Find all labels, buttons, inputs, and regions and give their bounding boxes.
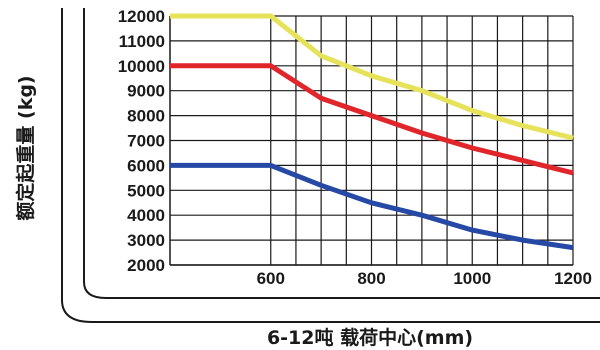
y-axis-label: 额定起重量 (kg) bbox=[14, 75, 37, 220]
chart-frame bbox=[61, 8, 600, 323]
frame-inner-line bbox=[83, 8, 600, 299]
y-tick-label: 4000 bbox=[127, 206, 165, 225]
y-tick-label: 9000 bbox=[127, 82, 165, 101]
y-tick-label: 7000 bbox=[127, 132, 165, 151]
series-group bbox=[170, 13, 574, 251]
y-tick-label: 10000 bbox=[118, 57, 165, 76]
grid bbox=[169, 15, 574, 266]
x-tick-label: 800 bbox=[357, 269, 385, 288]
x-tick-label: 1000 bbox=[453, 269, 491, 288]
x-tick-label: 600 bbox=[257, 269, 285, 288]
y-tick-label: 2000 bbox=[127, 256, 165, 275]
series-line-0 bbox=[170, 13, 574, 141]
x-axis-label: 6-12吨 载荷中心(mm) bbox=[267, 326, 473, 349]
tick-labels: 12000 11000 10000 9000 8000 7000 6000 5000 4000 3… bbox=[118, 7, 592, 288]
series-line-1 bbox=[170, 63, 574, 176]
y-tick-label: 8000 bbox=[127, 107, 165, 126]
frame-outer-line bbox=[61, 8, 600, 323]
y-tick-label: 6000 bbox=[127, 156, 165, 175]
y-tick-label: 5000 bbox=[127, 181, 165, 200]
y-tick-label: 3000 bbox=[127, 231, 165, 250]
y-tick-label: 12000 bbox=[118, 7, 165, 26]
x-tick-label: 1200 bbox=[554, 269, 592, 288]
series-line-2 bbox=[170, 162, 574, 251]
y-tick-label: 11000 bbox=[119, 32, 165, 51]
